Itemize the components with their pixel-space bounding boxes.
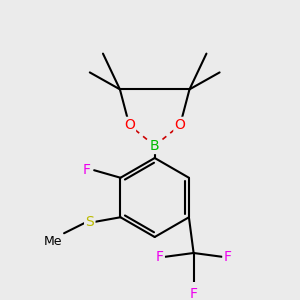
Text: F: F — [82, 163, 90, 177]
Text: F: F — [155, 250, 164, 264]
Text: S: S — [85, 215, 94, 229]
Text: O: O — [124, 118, 135, 132]
Text: Me: Me — [44, 235, 62, 248]
Text: O: O — [175, 118, 185, 132]
Text: F: F — [224, 250, 232, 264]
Text: B: B — [150, 139, 160, 153]
Text: F: F — [190, 287, 198, 300]
